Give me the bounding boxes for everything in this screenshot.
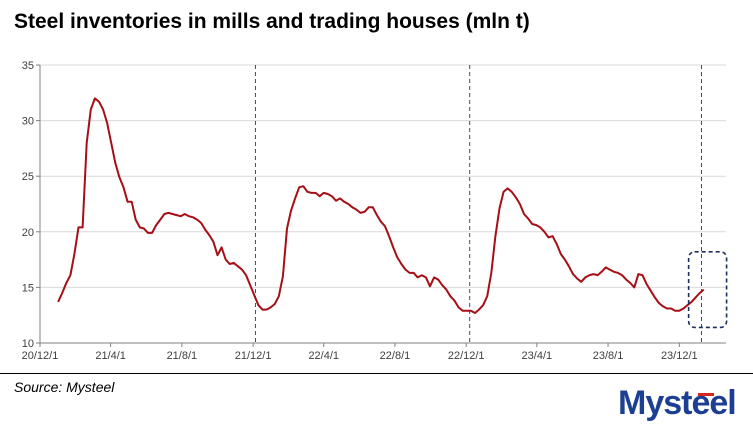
- vertical-markers: [254, 65, 702, 343]
- x-tick-label: 22/8/1: [380, 350, 411, 362]
- source-note: Source: Mysteel: [14, 379, 115, 395]
- y-tick-label: 25: [22, 171, 34, 183]
- x-tick-label: 23/12/1: [661, 350, 698, 362]
- x-tick-label: 21/4/1: [95, 350, 126, 362]
- x-tick-label: 23/8/1: [593, 350, 624, 362]
- x-tick-label: 22/4/1: [308, 350, 339, 362]
- x-tick-label: 21/12/1: [235, 350, 272, 362]
- footer-divider: [0, 373, 753, 374]
- highlight-layer: [687, 251, 728, 329]
- x-axis: 20/12/1 21/4/1 21/8/1 21/12/1 22/4/1 22/8/1 22…: [22, 342, 726, 362]
- series-layer: [57, 97, 705, 314]
- x-tick-label: 20/12/1: [22, 350, 59, 362]
- y-tick-label: 30: [22, 116, 34, 128]
- svg-text:Mysteel: Mysteel: [618, 384, 736, 421]
- series-line: [57, 97, 705, 314]
- y-axis: 10 15 20 25 30 35: [22, 60, 41, 350]
- x-tick-label: 22/12/1: [448, 350, 485, 362]
- y-tick-label: 15: [22, 282, 34, 294]
- x-tick-label: 23/4/1: [522, 350, 553, 362]
- y-tick-label: 35: [22, 60, 34, 72]
- y-tick-label: 20: [22, 227, 34, 239]
- mysteel-logo: Mysteel: [618, 384, 737, 421]
- gridlines: [40, 64, 726, 288]
- logo-accent-mark: [698, 393, 714, 396]
- x-tick-label: 21/8/1: [167, 350, 198, 362]
- highlight-box: [687, 251, 728, 329]
- y-tick-label: 10: [22, 338, 34, 350]
- chart-title: Steel inventories in mills and trading h…: [14, 10, 530, 33]
